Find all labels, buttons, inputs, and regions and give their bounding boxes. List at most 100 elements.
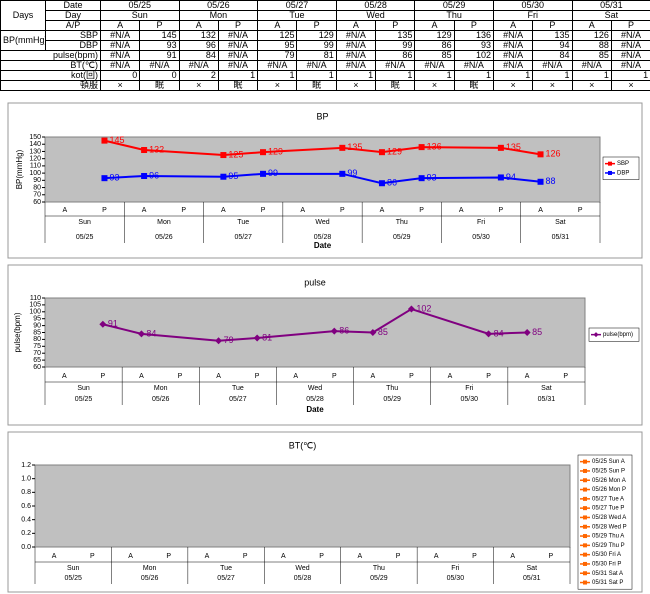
point [220, 173, 227, 180]
x-tick-label: A [459, 207, 464, 214]
corner-header: Days [0, 0, 46, 31]
x-tick-label: P [472, 553, 477, 560]
date-label: 05/27 [234, 234, 252, 241]
x-tick-label: P [563, 373, 568, 380]
day-label: Fri [451, 565, 460, 572]
data-label: 81 [262, 332, 272, 342]
x-tick-label: P [178, 373, 183, 380]
y-tick-label: 70 [33, 350, 41, 357]
legend-marker [583, 506, 587, 511]
data-label: 145 [109, 135, 124, 145]
table-row: 頓服 × 眠 × 眠 × 眠 × 眠 × 眠 × × × × [0, 80, 650, 91]
day-label: Wed [295, 565, 309, 572]
data-label: 132 [149, 144, 164, 154]
legend-label: 05/25 Sun P [592, 469, 625, 475]
point [369, 329, 377, 336]
legend-marker [593, 332, 599, 338]
data-label: 88 [546, 176, 556, 186]
x-tick-label: A [281, 553, 286, 560]
x-tick-label: P [261, 207, 266, 214]
y-tick-label: 80 [33, 336, 41, 343]
data-table: Days Date 05/25 05/26 05/27 05/28 05/29 05/30 05… [0, 0, 650, 91]
y-tick-label: 0.8 [21, 489, 31, 496]
date-label: 05/30 [472, 234, 490, 241]
legend-label: pulse(bpm) [603, 332, 633, 338]
data-label: 91 [108, 319, 118, 329]
legend-marker [608, 170, 612, 175]
point [497, 144, 504, 151]
table-cell: × [571, 80, 612, 91]
day-label: Fri [465, 385, 474, 392]
x-tick-label: P [486, 373, 491, 380]
day-label: Tue [232, 385, 244, 392]
y-tick-label: 110 [30, 163, 41, 170]
legend-label: 05/30 Fri A [592, 552, 621, 558]
date-label: 05/28 [314, 234, 332, 241]
day-label: Sun [77, 385, 90, 392]
legend-marker [583, 487, 587, 492]
data-label: 99 [268, 168, 278, 178]
table-row: Day Sun Mon Tue Wed Thu Fri Sat [1, 10, 650, 21]
data-label: 84 [146, 328, 156, 338]
y-axis-title: pulse(bpm) [13, 312, 22, 352]
x-axis-title: Date [314, 241, 332, 250]
point [378, 149, 385, 156]
date-label: 05/25 [76, 234, 94, 241]
table-row: A/P A P A P A P A P A P A P A P [1, 20, 650, 31]
point [220, 152, 227, 159]
day-label: Thu [386, 385, 398, 392]
point [418, 175, 425, 182]
legend-label: 05/29 Thu P [592, 543, 625, 549]
legend-marker [583, 552, 587, 557]
data-label: 85 [378, 327, 388, 337]
legend-marker [583, 468, 587, 473]
x-tick-label: P [409, 373, 414, 380]
x-tick-label: A [52, 553, 57, 560]
x-tick-label: A [205, 553, 210, 560]
day-label: Sun [78, 219, 91, 226]
data-label: 95 [228, 171, 238, 181]
data-label: 93 [427, 173, 437, 183]
data-label: 129 [387, 147, 402, 157]
data-label: 129 [268, 147, 283, 157]
x-tick-label: A [221, 207, 226, 214]
legend-label: 05/28 Wed P [592, 524, 627, 530]
point [141, 173, 148, 179]
legend-label: 05/29 Thu A [592, 534, 624, 540]
y-tick-label: 85 [33, 329, 41, 336]
legend-marker [608, 161, 612, 166]
legend-label: 05/31 Sat P [592, 580, 623, 586]
day-label: Thu [373, 565, 385, 572]
y-tick-label: 60 [33, 199, 41, 206]
data-label: 96 [149, 170, 159, 180]
legend-marker [583, 561, 587, 566]
data-label: 135 [506, 142, 521, 152]
point [485, 330, 493, 338]
legend-marker [583, 515, 587, 520]
x-tick-label: P [499, 207, 504, 214]
y-tick-label: 90 [33, 322, 41, 329]
table-cell: × [532, 80, 573, 91]
date-label: 05/30 [447, 575, 465, 582]
x-tick-label: A [434, 553, 439, 560]
date-label: 05/30 [461, 396, 479, 403]
legend-label: DBP [617, 171, 629, 177]
y-tick-label: 1.0 [21, 476, 31, 483]
point [339, 170, 346, 177]
point [378, 180, 385, 187]
x-tick-label: A [293, 373, 298, 380]
legend-label: 05/30 Fri P [592, 562, 621, 568]
day-label: Mon [143, 565, 157, 572]
point [253, 334, 261, 342]
day-label: Sat [527, 565, 538, 572]
date-label: 05/29 [383, 396, 401, 403]
legend-label: 05/31 Sat A [592, 571, 623, 577]
point [407, 305, 415, 313]
point [101, 175, 108, 182]
y-tick-label: 70 [33, 192, 41, 199]
data-label: 136 [427, 141, 442, 151]
legend [577, 454, 633, 590]
table-row: DBP #N/A 93 96 #N/A 95 99 #N/A 99 86 93 #N/A 94 88 #N/… [1, 40, 650, 51]
data-label: 79 [224, 335, 234, 345]
